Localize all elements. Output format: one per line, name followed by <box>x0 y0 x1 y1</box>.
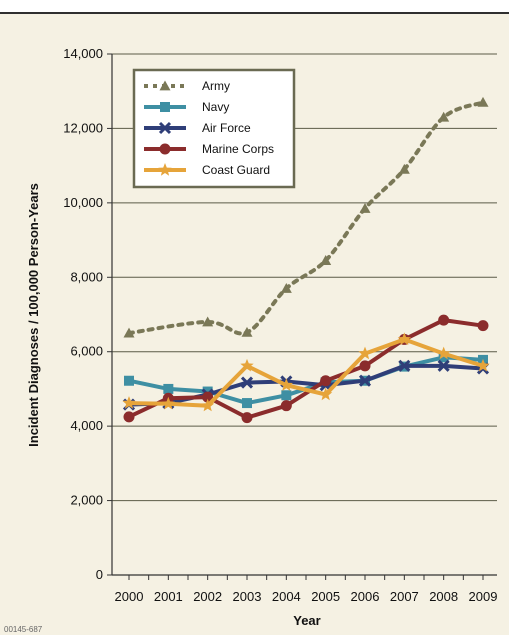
data-point <box>123 327 135 338</box>
legend-swatch-marker <box>158 163 172 176</box>
data-point <box>242 398 252 409</box>
data-point <box>358 346 372 360</box>
legend-swatch-marker <box>159 143 171 155</box>
marker-stroke <box>398 359 411 372</box>
legend-label: Air Force <box>202 121 251 135</box>
data-point <box>123 411 135 423</box>
data-point <box>163 383 174 394</box>
data-point <box>122 396 136 409</box>
x-tick-label: 2009 <box>469 589 498 604</box>
data-point <box>320 375 332 387</box>
y-tick-label: 2,000 <box>70 493 103 508</box>
data-point <box>161 396 175 410</box>
data-point <box>398 163 410 174</box>
data-point <box>201 398 215 412</box>
legend-label: Navy <box>202 100 229 114</box>
x-tick-label: 2007 <box>390 589 419 604</box>
legend-item-coast-guard: Coast Guard <box>144 163 270 177</box>
top-rule <box>0 12 509 14</box>
data-point <box>398 359 411 372</box>
legend-item-army: Army <box>144 79 230 93</box>
x-tick-label: 2000 <box>115 589 144 604</box>
series-marine-corps <box>123 314 489 424</box>
y-tick-label: 0 <box>96 567 103 582</box>
data-point <box>477 96 489 107</box>
series-air-force <box>122 359 490 411</box>
x-axis-title: Year <box>293 613 320 628</box>
x-tick-label: 2001 <box>154 589 183 604</box>
legend-item-navy: Navy <box>144 100 229 114</box>
legend-swatch-marker <box>160 102 170 112</box>
x-tick-label: 2005 <box>311 589 340 604</box>
figure-id: 00145-687 <box>4 625 43 634</box>
axes: 0 2,000 4,000 6,000 8,000 10,000 12,000 14,000 2… <box>63 46 497 604</box>
x-tick-label: 2002 <box>193 589 222 604</box>
data-point <box>241 326 253 337</box>
y-tick-label: 12,000 <box>63 120 103 135</box>
legend-item-marine-corps: Marine Corps <box>144 142 274 156</box>
legend-label: Coast Guard <box>202 163 270 177</box>
data-point <box>358 374 372 387</box>
data-point <box>124 375 134 386</box>
series-line <box>127 337 485 408</box>
data-point <box>359 360 371 372</box>
data-point <box>359 202 371 213</box>
y-axis-title: Incident Diagnoses / 100,000 Person-Year… <box>26 183 41 447</box>
series-army <box>123 96 489 338</box>
data-point <box>279 378 293 391</box>
series-group <box>122 96 490 424</box>
marker-stroke <box>437 359 450 372</box>
legend-item-air-force: Air Force <box>144 121 251 135</box>
legend-label: Army <box>202 79 230 93</box>
data-point <box>281 390 292 401</box>
x-tick-label: 2008 <box>429 589 458 604</box>
data-point <box>240 376 254 389</box>
y-tick-label: 6,000 <box>70 344 103 359</box>
data-point <box>438 352 449 363</box>
data-point <box>241 412 253 424</box>
data-point <box>280 400 292 412</box>
data-point <box>397 332 411 346</box>
data-point <box>319 387 333 401</box>
data-point <box>202 386 213 397</box>
x-tick-label: 2003 <box>233 589 262 604</box>
data-point <box>202 316 214 327</box>
data-point <box>280 282 292 293</box>
y-tick-label: 14,000 <box>63 46 103 61</box>
x-tick-label: 2004 <box>272 589 301 604</box>
data-point <box>240 358 254 372</box>
data-point <box>437 359 450 372</box>
marker-stroke <box>240 376 254 389</box>
marker-stroke <box>158 121 172 135</box>
legend-label: Marine Corps <box>202 142 274 156</box>
data-point <box>320 255 332 265</box>
y-tick-label: 10,000 <box>63 195 103 210</box>
y-tick-label: 4,000 <box>70 418 103 433</box>
series-line <box>127 318 485 420</box>
data-point <box>437 346 451 360</box>
series-coast-guard <box>122 332 490 412</box>
data-point <box>477 320 489 332</box>
data-point <box>202 391 214 403</box>
legend: Army Navy Air Force Marine Corps Coast Guard <box>132 68 296 189</box>
data-point <box>438 111 450 122</box>
marker-stroke <box>358 374 372 387</box>
x-tick-label: 2006 <box>351 589 380 604</box>
data-point <box>476 358 490 372</box>
legend-swatch-marker <box>159 80 171 91</box>
y-tick-label: 8,000 <box>70 269 103 284</box>
data-point <box>438 314 450 326</box>
legend-swatch-marker <box>158 121 172 135</box>
